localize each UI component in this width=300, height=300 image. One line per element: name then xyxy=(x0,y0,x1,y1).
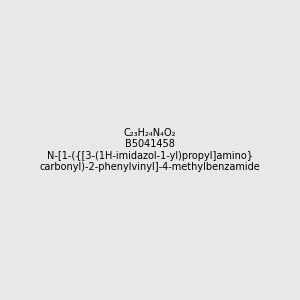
Text: C₂₃H₂₄N₄O₂
B5041458
N-[1-({[3-(1H-imidazol-1-yl)propyl]amino}
carbonyl)-2-phenyl: C₂₃H₂₄N₄O₂ B5041458 N-[1-({[3-(1H-imidaz… xyxy=(40,128,260,172)
